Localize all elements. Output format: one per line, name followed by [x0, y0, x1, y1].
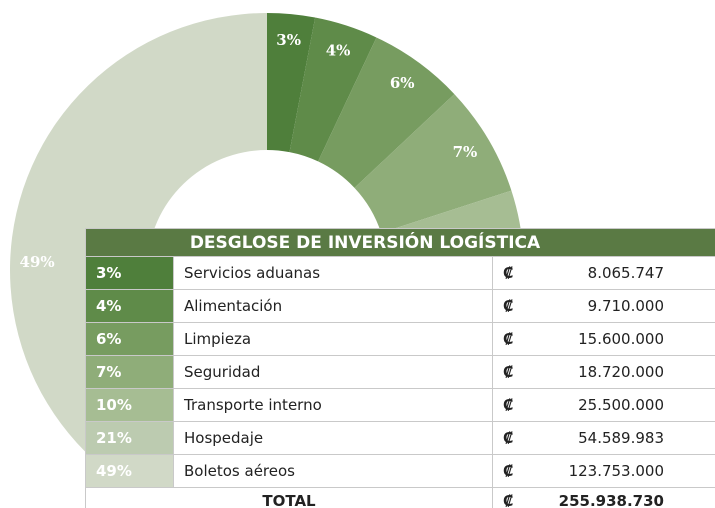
breakdown-table: DESGLOSE DE INVERSIÓN LOGÍSTICA 3% Servic…	[85, 228, 715, 508]
item-name: Transporte interno	[173, 388, 493, 422]
total-amount: 255.938.730	[523, 487, 715, 508]
percent-cell: 7%	[85, 355, 174, 389]
table-row: 6% Limpieza ₡ 15.600.000	[85, 322, 715, 356]
percent-cell: 49%	[85, 454, 174, 488]
item-name: Alimentación	[173, 289, 493, 323]
percent-cell: 21%	[85, 421, 174, 455]
table-row: 21% Hospedaje ₡ 54.589.983	[85, 421, 715, 455]
amount: 54.589.983	[523, 421, 715, 455]
total-label: TOTAL	[85, 487, 493, 508]
currency: ₡	[492, 289, 524, 323]
donut-slice	[318, 37, 455, 188]
item-name: Seguridad	[173, 355, 493, 389]
percent-cell: 4%	[85, 289, 174, 323]
amount: 123.753.000	[523, 454, 715, 488]
table-row: 49% Boletos aéreos ₡ 123.753.000	[85, 454, 715, 488]
donut-slice	[267, 13, 316, 153]
currency: ₡	[492, 322, 524, 356]
table-row: 4% Alimentación ₡ 9.710.000	[85, 289, 715, 323]
table-row: 7% Seguridad ₡ 18.720.000	[85, 355, 715, 389]
percent-cell: 10%	[85, 388, 174, 422]
item-name: Hospedaje	[173, 421, 493, 455]
currency: ₡	[492, 421, 524, 455]
item-name: Boletos aéreos	[173, 454, 493, 488]
currency: ₡	[492, 454, 524, 488]
slice-label: 7%	[453, 143, 478, 161]
item-name: Limpieza	[173, 322, 493, 356]
table-row: 3% Servicios aduanas ₡ 8.065.747	[85, 256, 715, 290]
slice-label: 6%	[390, 74, 415, 92]
slice-label: 4%	[326, 41, 351, 59]
currency: ₡	[492, 487, 524, 508]
currency: ₡	[492, 388, 524, 422]
table-row: 10% Transporte interno ₡ 25.500.000	[85, 388, 715, 422]
item-name: Servicios aduanas	[173, 256, 493, 290]
amount: 8.065.747	[523, 256, 715, 290]
amount: 25.500.000	[523, 388, 715, 422]
amount: 9.710.000	[523, 289, 715, 323]
currency: ₡	[492, 355, 524, 389]
donut-slice	[354, 94, 512, 233]
percent-cell: 3%	[85, 256, 174, 290]
amount: 15.600.000	[523, 322, 715, 356]
slice-label: 49%	[20, 253, 55, 271]
currency: ₡	[492, 256, 524, 290]
total-row: TOTAL ₡ 255.938.730	[85, 487, 715, 508]
table-title: DESGLOSE DE INVERSIÓN LOGÍSTICA	[85, 228, 715, 257]
amount: 18.720.000	[523, 355, 715, 389]
donut-slice	[289, 17, 377, 162]
percent-cell: 6%	[85, 322, 174, 356]
slice-label: 3%	[276, 31, 301, 49]
